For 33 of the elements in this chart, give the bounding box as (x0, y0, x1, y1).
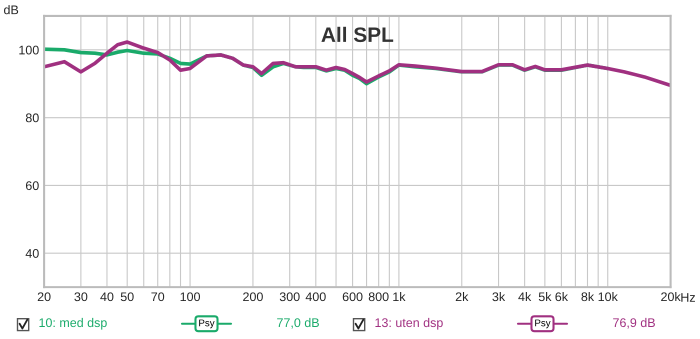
text: 10: med dsp (39, 318, 107, 330)
x-axis-title: Hz (681, 293, 695, 302)
x-tick-label: 100 (180, 292, 200, 302)
x-tick-label: 50 (120, 292, 134, 302)
x-tick-label: 6k (555, 292, 568, 302)
x-tick-label: 1k (393, 292, 406, 302)
x-tick-label: 300 (280, 292, 300, 302)
text: Psy (199, 320, 215, 328)
text: 13: uten dsp (375, 318, 443, 330)
x-tick-label: 8k (581, 292, 594, 302)
y-tick-label: 60 (26, 181, 39, 190)
y-axis-title: dB (4, 5, 18, 14)
y-tick-label: 40 (26, 249, 39, 258)
x-tick-label: 3k (492, 292, 506, 302)
y-tick-label: 100 (19, 46, 39, 54)
x-tick-label: 20k (661, 292, 681, 302)
text: Psy (535, 320, 551, 328)
x-tick-label: 2k (456, 292, 468, 302)
x-tick-label: 400 (306, 292, 326, 302)
text: 76,9 dB (613, 318, 655, 329)
x-tick-label: 10k (598, 292, 618, 302)
x-tick-label: 600 (342, 292, 363, 302)
x-tick-label: 30 (74, 292, 88, 302)
y-tick-label: 80 (26, 113, 39, 122)
x-tick-label: 70 (151, 292, 164, 302)
x-tick-label: 5k (538, 292, 552, 302)
x-tick-label: 20 (38, 292, 51, 302)
text: 77,0 dB (277, 318, 319, 329)
x-tick-label: 4k (518, 292, 532, 302)
x-tick-label: 200 (243, 292, 263, 302)
chart-title: All SPL (321, 26, 394, 42)
x-tick-label: 800 (368, 292, 389, 302)
x-tick-label: 40 (100, 292, 114, 302)
